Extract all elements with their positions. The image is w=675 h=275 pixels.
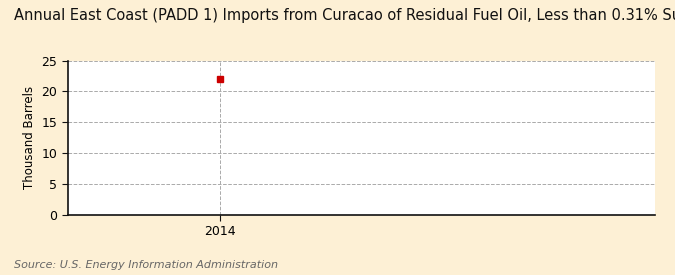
Text: Source: U.S. Energy Information Administration: Source: U.S. Energy Information Administ… xyxy=(14,260,277,270)
Y-axis label: Thousand Barrels: Thousand Barrels xyxy=(23,86,36,189)
Text: Annual East Coast (PADD 1) Imports from Curacao of Residual Fuel Oil, Less than : Annual East Coast (PADD 1) Imports from … xyxy=(14,8,675,23)
